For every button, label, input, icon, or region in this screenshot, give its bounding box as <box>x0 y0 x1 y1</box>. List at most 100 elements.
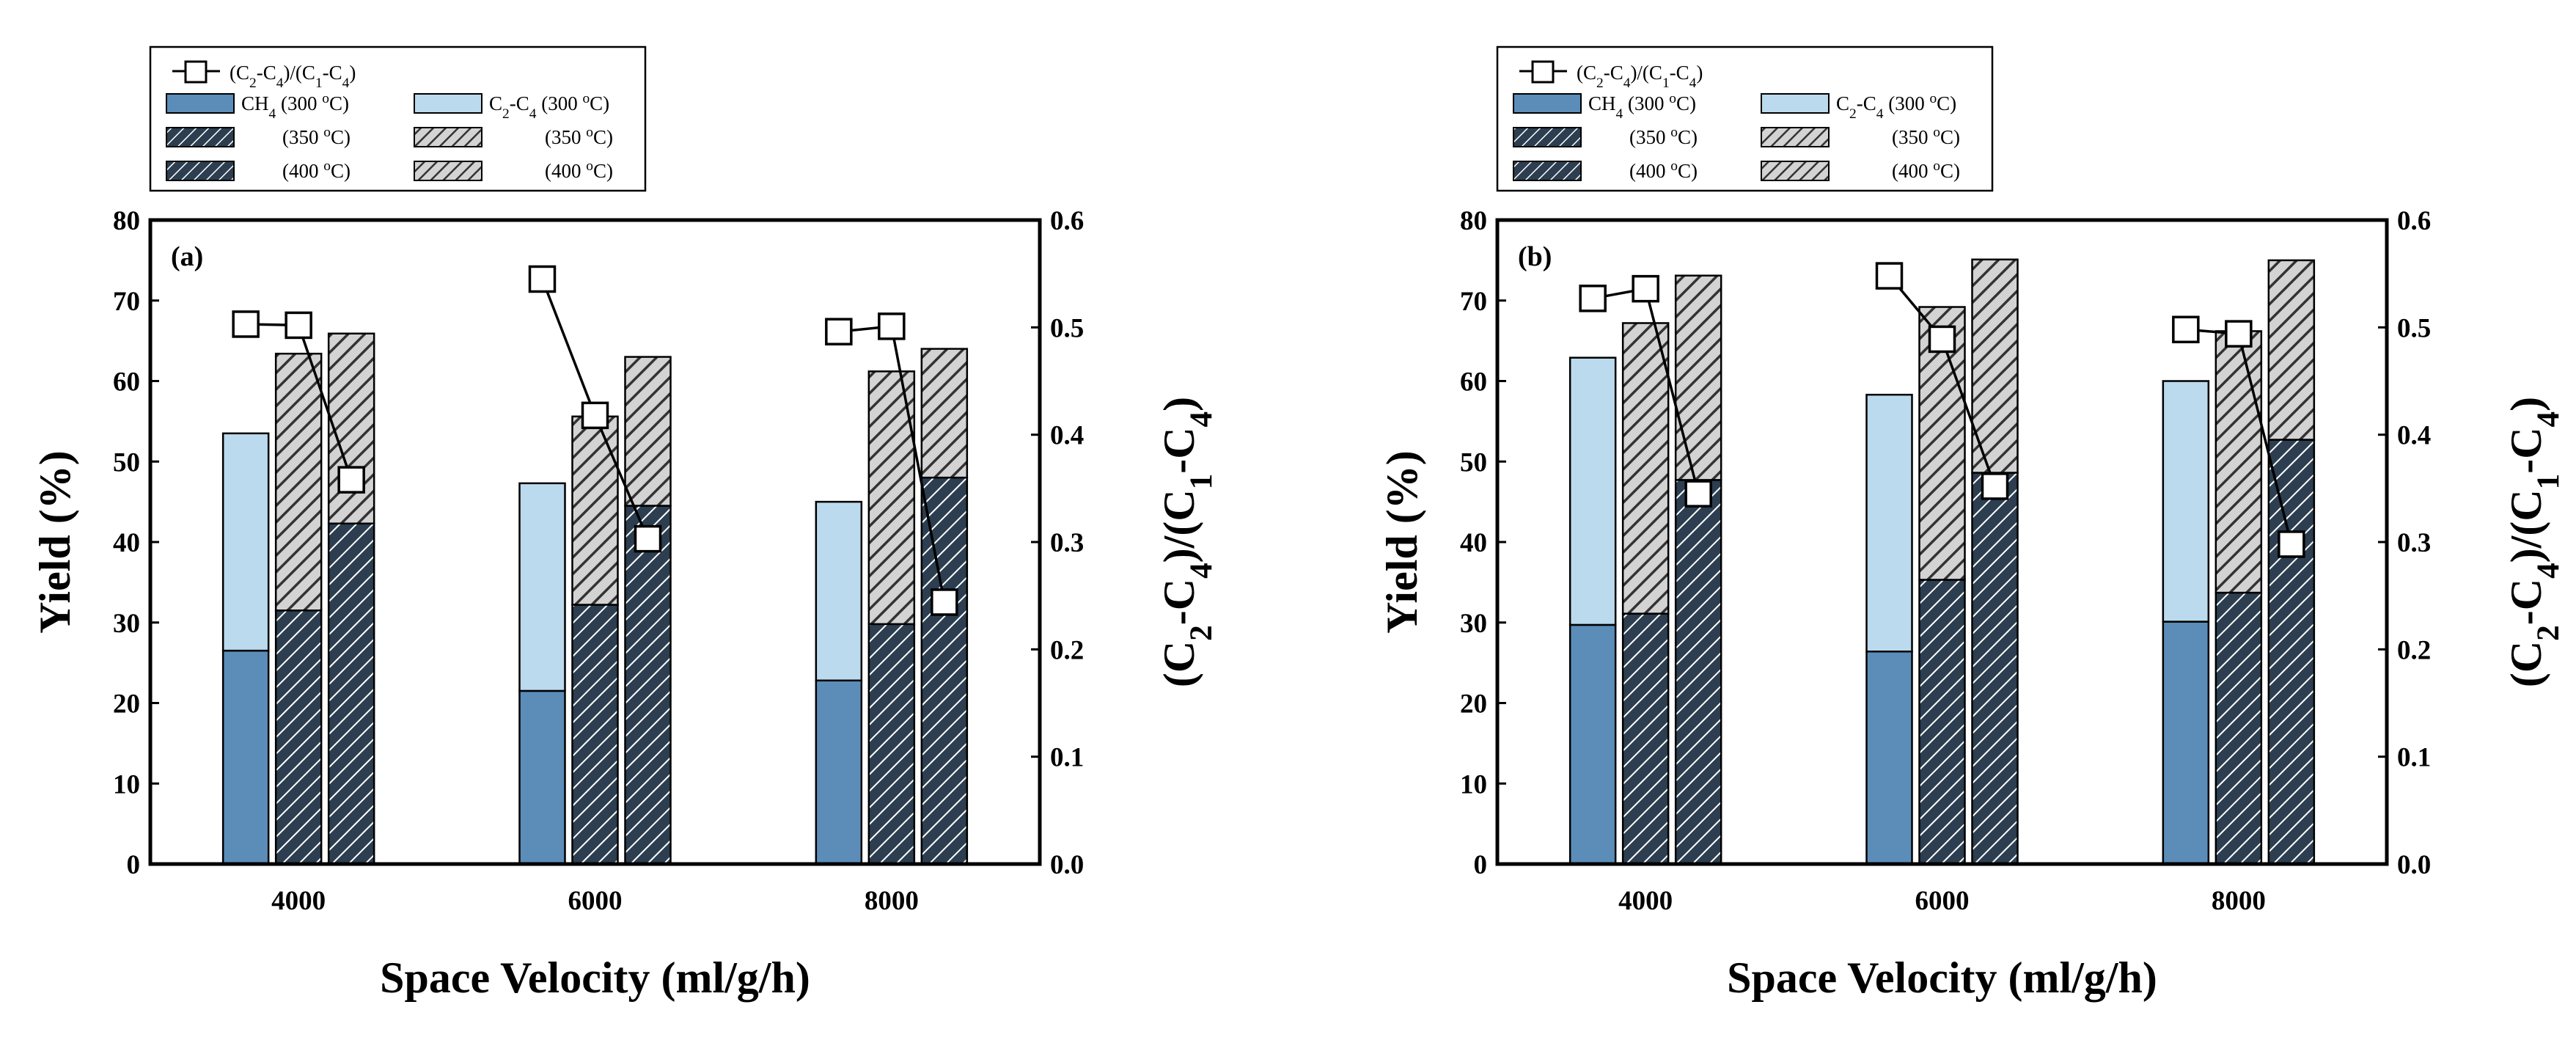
ratio-marker-6000-2 <box>634 524 662 553</box>
legend-swatch-c2c4-400 <box>414 161 482 181</box>
x-axis-title: Space Velocity (ml/g/h) <box>1727 954 2157 1002</box>
bar-ch4-6000-350 <box>571 604 619 865</box>
ytick-label: 70 <box>113 287 140 317</box>
legend-swatch-c2c4-300 <box>1761 93 1830 114</box>
bar-ch4-8000-400 <box>920 476 969 865</box>
bar-ch4-8000-300 <box>815 679 863 865</box>
legend-label-ch4-400: (400 oC) <box>1629 158 1698 183</box>
legend-label-c2c4-350: (350 oC) <box>545 125 613 149</box>
ratio-marker-6000-1 <box>1928 325 1956 354</box>
ytick-label: 50 <box>113 447 140 477</box>
bar-ch4-6000-350 <box>1918 579 1966 865</box>
bar-c2c4-8000-300 <box>815 500 863 682</box>
legend-swatch-ch4-400 <box>1513 161 1582 181</box>
y2tick-label: 0.1 <box>2397 743 2431 773</box>
y2tick-label: 0.2 <box>1050 635 1084 665</box>
legend-swatch-ch4-350 <box>1513 127 1582 147</box>
xtick-label: 8000 <box>865 886 919 916</box>
legend-marker-sample <box>1531 60 1555 84</box>
ytick-label: 10 <box>113 769 140 799</box>
ytick-label: 0 <box>127 850 141 880</box>
bar-ch4-4000-400 <box>1674 479 1722 865</box>
ratio-marker-4000-0 <box>1579 285 1607 312</box>
bar-ch4-4000-350 <box>1621 612 1670 865</box>
y-axis-title: Yield (%) <box>31 450 79 633</box>
legend-marker-sample <box>184 60 208 84</box>
ratio-marker-8000-0 <box>825 318 853 345</box>
legend-swatch-c2c4-350 <box>1761 127 1830 147</box>
ratio-marker-8000-0 <box>2172 315 2200 344</box>
y2tick-label: 0.1 <box>1050 743 1084 773</box>
ratio-marker-6000-1 <box>581 401 609 430</box>
ratio-marker-4000-2 <box>1684 480 1712 508</box>
ytick-label: 50 <box>1460 447 1487 477</box>
bar-c2c4-4000-300 <box>1568 356 1617 626</box>
ratio-marker-8000-1 <box>878 312 906 340</box>
xtick-label: 4000 <box>1618 886 1673 916</box>
bar-c2c4-6000-400 <box>1971 258 2019 474</box>
panel-label: (b) <box>1518 241 1552 272</box>
ratio-marker-8000-2 <box>931 588 958 616</box>
panel-b: 0 10 20 30 40 50 60 70 80 0.0 0.1 0.2 0.3 0.4 0.5 0.6 40… <box>1378 206 2566 1002</box>
bar-ch4-6000-400 <box>1971 472 2019 865</box>
panel-a: 0 10 20 30 40 50 60 70 80 0.0 0.1 0.2 0.3 0.4 0.5 0.6 40… <box>31 206 1219 1002</box>
y2tick-label: 0.5 <box>1050 313 1084 343</box>
bar-c2c4-4000-400 <box>327 332 375 525</box>
bar-ch4-4000-350 <box>274 610 323 865</box>
ytick-label: 80 <box>113 206 140 236</box>
bar-c2c4-4000-350 <box>274 352 323 612</box>
bar-c2c4-4000-350 <box>1621 322 1670 615</box>
ratio-marker-4000-0 <box>232 310 260 338</box>
bar-ch4-4000-300 <box>1568 623 1617 865</box>
bar-c2c4-6000-350 <box>571 415 619 606</box>
y2tick-label: 0.4 <box>1050 421 1084 451</box>
ytick-label: 10 <box>1460 769 1487 799</box>
bar-c2c4-8000-400 <box>2267 259 2316 441</box>
ytick-label: 20 <box>113 689 140 720</box>
legend-label-ch4-350: (350 oC) <box>282 125 351 149</box>
bar-ch4-8000-350 <box>2214 591 2263 865</box>
y2tick-label: 0.3 <box>1050 528 1084 558</box>
ytick-label: 60 <box>1460 367 1487 398</box>
ytick-label: 30 <box>1460 609 1487 639</box>
bar-c2c4-6000-300 <box>1865 393 1913 653</box>
bar-ch4-4000-300 <box>221 649 270 865</box>
y2tick-label: 0.0 <box>1050 850 1084 880</box>
ratio-marker-8000-1 <box>2225 320 2253 348</box>
bar-ch4-6000-300 <box>518 689 566 865</box>
bar-c2c4-4000-300 <box>221 432 270 652</box>
bar-ch4-6000-300 <box>1865 651 1913 865</box>
legend-swatch-ch4-300 <box>166 93 235 114</box>
bar-ch4-8000-350 <box>867 623 916 865</box>
y2-axis-title-group: (C2-C4)/(C1-C4) <box>2502 397 2566 687</box>
legend-swatch-c2c4-400 <box>1761 161 1830 181</box>
xtick-label: 8000 <box>2212 886 2266 916</box>
y2-axis-title-group: (C2-C4)/(C1-C4) <box>1155 397 1219 687</box>
ratio-marker-8000-2 <box>2278 530 2305 558</box>
bar-ch4-4000-400 <box>327 522 375 865</box>
panel-label: (a) <box>171 241 203 272</box>
y2tick-label: 0.0 <box>2397 850 2431 880</box>
y2tick-label: 0.6 <box>2397 206 2431 236</box>
ytick-label: 40 <box>113 528 140 558</box>
ytick-label: 40 <box>1460 528 1487 558</box>
legend-label-ch4-350: (350 oC) <box>1629 125 1698 149</box>
ratio-marker-6000-0 <box>528 265 557 293</box>
ytick-label: 20 <box>1460 689 1487 720</box>
xtick-label: 4000 <box>271 886 326 916</box>
bar-c2c4-6000-300 <box>518 482 566 692</box>
y2tick-label: 0.3 <box>2397 528 2431 558</box>
ratio-marker-4000-2 <box>337 466 365 494</box>
y2-axis-title: (C2-C4)/(C1-C4) <box>2502 397 2566 687</box>
legend-label-ch4-400: (400 oC) <box>282 158 351 183</box>
bar-ch4-8000-400 <box>2267 439 2316 865</box>
ratio-marker-6000-2 <box>1981 472 2009 500</box>
legend-swatch-c2c4-300 <box>414 93 482 114</box>
legend-label-c2c4-400: (400 oC) <box>545 158 613 183</box>
xtick-label: 6000 <box>568 886 623 916</box>
bar-c2c4-8000-400 <box>920 348 969 479</box>
y2tick-label: 0.5 <box>2397 313 2431 343</box>
y2-axis-title: (C2-C4)/(C1-C4) <box>1155 397 1219 687</box>
legend-label-c2c4-400: (400 oC) <box>1892 158 1960 183</box>
legend-label-c2c4-350: (350 oC) <box>1892 125 1960 149</box>
